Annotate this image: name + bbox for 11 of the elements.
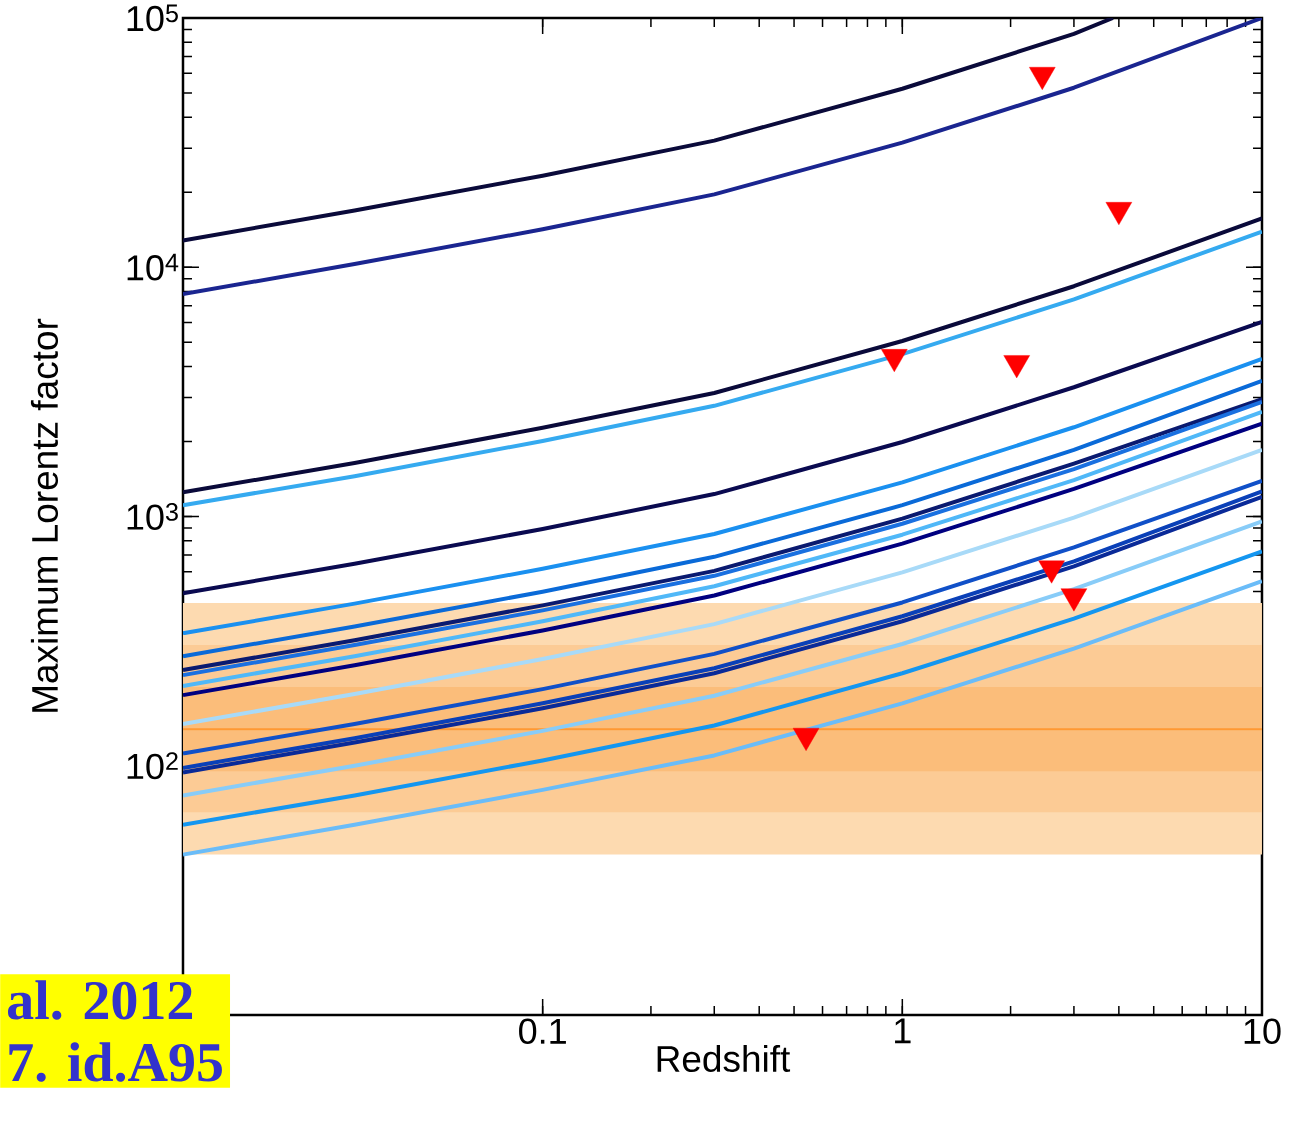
x-tick-label: 1 [895, 1018, 911, 1044]
y-tick-label: 10$^{5}$ [127, 4, 178, 32]
x-tick-label: 0.1 [519, 1018, 566, 1044]
y-tick-label: 10$^{3}$ [127, 503, 178, 530]
text: 7. id.A95 [9, 1042, 222, 1082]
y-axis-title: Maximum Lorentz factor [30, 318, 59, 712]
annotation: al. 2012 [8, 980, 193, 1020]
x-axis-title: Redshift [657, 1044, 791, 1073]
y-tick-label: 10$^{2}$ [127, 752, 178, 780]
y-tick-label: 10$^{4}$ [127, 253, 179, 281]
x-tick-label: 10 [1244, 1018, 1281, 1044]
